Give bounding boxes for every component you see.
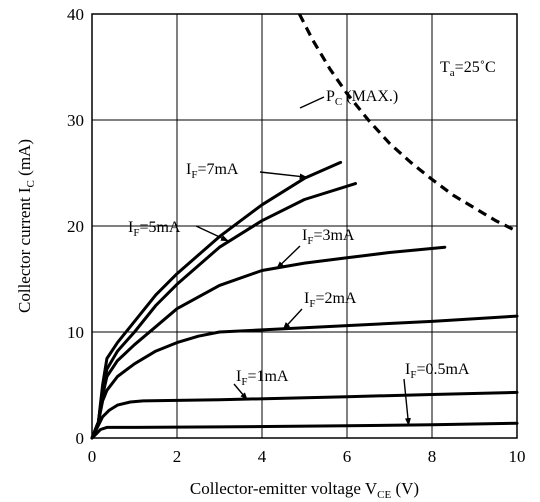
max-curve-label: PC (MAX.): [326, 88, 398, 108]
series-leader-0: [259, 171, 308, 180]
axis-titles: Collector-emitter voltage VCE (V) Collect…: [15, 139, 419, 501]
x-tick-label-2: 4: [258, 447, 267, 466]
y-tick-label-4: 40: [67, 5, 84, 24]
condition-label: Ta=25˚C: [440, 59, 496, 79]
series-label-5: IF=0.5mA: [405, 361, 470, 381]
series-line-5: [90, 421, 519, 440]
plot-border: [91, 13, 518, 439]
curves: [90, 14, 519, 440]
y-tick-label-2: 20: [67, 217, 84, 236]
x-tick-label-3: 6: [343, 447, 352, 466]
series-label-2: IF=3mA: [302, 227, 355, 247]
plot-frame: [91, 13, 518, 439]
x-axis-title: Collector-emitter voltage VCE (V): [190, 479, 419, 501]
series-line-4: [90, 390, 519, 440]
x-tick-label-1: 2: [173, 447, 182, 466]
series-line-2: [90, 245, 447, 440]
max-curve-leader: [299, 96, 325, 109]
series-leader-4: [233, 383, 248, 401]
y-tick-label-0: 0: [76, 429, 85, 448]
x-tick-label-5: 10: [509, 447, 526, 466]
y-tick-label-1: 10: [67, 323, 84, 342]
series-label-4: IF=1mA: [236, 368, 289, 388]
grid: [92, 14, 517, 438]
y-tick-label-3: 30: [67, 111, 84, 130]
series-label-3: IF=2mA: [304, 290, 357, 310]
series-leader-5: [403, 378, 411, 427]
series-leader-3: [282, 308, 303, 331]
max-dissipation-curve: [297, 14, 517, 233]
series-leader-2: [276, 245, 301, 270]
tick-labels: 0 2 4 6 8 10 0 10 20 30 40: [67, 5, 526, 466]
annotations: Ta=25˚C PC (MAX.) IF=7mA IF=5mA IF=3mA IF=2mA…: [128, 59, 496, 427]
x-tick-label-0: 0: [88, 447, 97, 466]
series-label-0: IF=7mA: [186, 161, 239, 181]
series-line-3: [90, 314, 519, 440]
x-tick-label-4: 8: [428, 447, 437, 466]
y-axis-title: Collector current IC (mA): [15, 139, 37, 313]
series-label-1: IF=5mA: [128, 219, 181, 239]
series-leader-1: [195, 225, 229, 242]
